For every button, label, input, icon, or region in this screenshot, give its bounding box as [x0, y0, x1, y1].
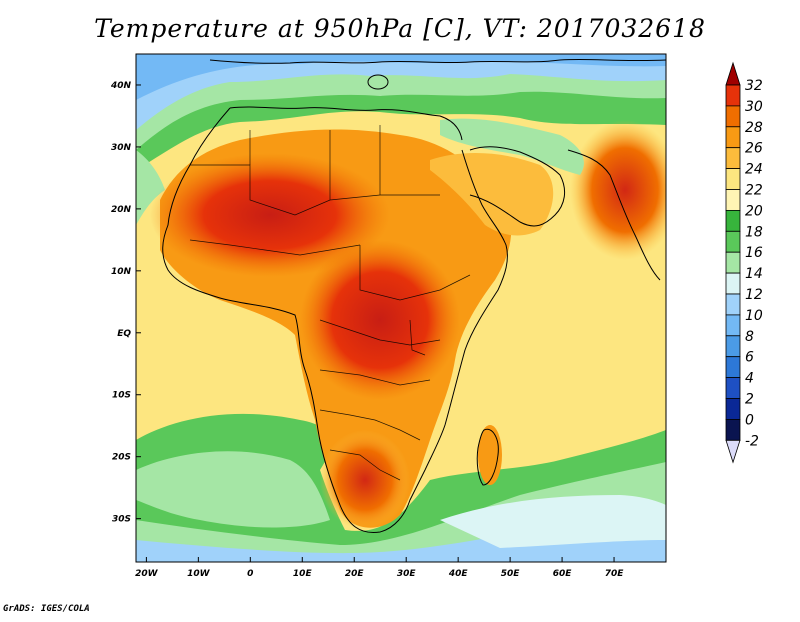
south-pale-belt [440, 495, 666, 548]
colorbar-segment [725, 293, 741, 316]
border-sahel [189, 239, 361, 256]
colorbar-label: 32 [745, 78, 763, 94]
border-angola-zambia [319, 409, 421, 441]
colorbar-label: 30 [745, 99, 763, 115]
map-title: Temperature at 950hPa [C], VT: 201703261… [94, 14, 706, 43]
north-blue-band [136, 54, 666, 130]
colorbar-segment [725, 189, 741, 211]
colorbar-segment [725, 209, 741, 232]
plot-frame [135, 53, 667, 563]
colorbar-label: 14 [745, 266, 763, 282]
x-tick-label: 50E [501, 569, 521, 579]
colorbar-label: 16 [745, 245, 763, 261]
y-tick-label: 30S [112, 515, 131, 525]
colorbar-top-arrow [725, 61, 741, 86]
colorbar-label: 12 [745, 287, 763, 303]
central-africa-hot-core [300, 240, 460, 400]
x-tick-label: 60E [553, 569, 573, 579]
north-darkblue-band [136, 54, 666, 100]
x-tick-label: 40E [448, 569, 469, 579]
colorbar-segment [725, 335, 741, 358]
y-tick-label: 40N [110, 81, 132, 91]
colorbar-label: 22 [745, 183, 763, 199]
colorbar-label: 26 [745, 141, 763, 157]
madagascar-coastline [476, 428, 499, 486]
y-tick-label: 10S [112, 391, 131, 401]
middle-east-cool [440, 118, 584, 175]
south-blue-belt [136, 515, 666, 562]
colorbar-label: 10 [745, 308, 763, 324]
colorbar-segment [725, 377, 741, 399]
colorbar-bottom-arrow [725, 439, 741, 464]
colorbar-label: 28 [745, 120, 763, 136]
x-tick-label: 20W [135, 569, 159, 579]
southern-africa-hot-core [320, 430, 410, 530]
colorbar-segment [725, 418, 741, 441]
colorbar-segment [725, 314, 741, 337]
y-tick-label: 30N [111, 143, 132, 153]
colorbar-label: 6 [745, 350, 754, 366]
colorbar-label: 0 [745, 412, 754, 428]
colorbar-label: 18 [745, 224, 763, 240]
colorbar-segment [725, 147, 741, 169]
country-borders [189, 125, 471, 481]
africa-coastline [162, 107, 508, 534]
x-tick-label: 70E [605, 569, 625, 579]
arabia-coastline [469, 146, 566, 227]
colorbar-segment [725, 356, 741, 379]
colorbar-label: 2 [745, 392, 754, 408]
border-namibia-botswana [329, 449, 401, 481]
grads-credit: GrADS: IGES/COLA [3, 604, 90, 614]
colorbar-segment [725, 105, 741, 128]
border-great-lakes [409, 319, 426, 356]
colorbar-segment [725, 398, 741, 420]
x-axis-ticks: 20W 10W 0 10E 20E 30E 40E 50E 60E 70E [135, 557, 624, 579]
colorbar-segment [725, 230, 741, 253]
y-tick-label: EQ [117, 329, 131, 339]
europe-coast [209, 58, 666, 64]
x-tick-label: 30E [397, 569, 417, 579]
colorbar-label: -2 [745, 433, 759, 449]
india-coastline [567, 149, 661, 281]
aegean-islands [367, 74, 389, 90]
y-tick-label: 20S [112, 453, 131, 463]
coastlines [162, 58, 666, 534]
border-equatorial [319, 319, 441, 346]
x-tick-label: 10E [293, 569, 313, 579]
colorbar-label: 4 [745, 371, 754, 387]
colorbar-label: 8 [745, 329, 754, 345]
colorbar-segment [725, 126, 741, 149]
x-tick-label: 10W [187, 569, 211, 579]
border-central [359, 245, 471, 301]
x-tick-label: 20E [345, 569, 365, 579]
y-tick-label: 20N [111, 205, 132, 215]
y-axis-ticks: 40N 30N 20N 10N EQ 10S 20S 30S [110, 81, 141, 525]
temperature-field [136, 54, 666, 562]
x-tick-label: 0 [247, 569, 253, 579]
colorbar-segment [725, 84, 741, 107]
y-tick-label: 10N [111, 267, 132, 277]
colorbar-segment [725, 168, 741, 190]
colorbar-segment [725, 251, 741, 274]
border-congo-south [319, 369, 431, 386]
india-hot-core [570, 120, 666, 260]
arabia-warm [430, 153, 554, 236]
colorbar-label: 20 [745, 203, 763, 219]
north-africa-coast [229, 106, 463, 141]
madagascar-warm [478, 425, 502, 485]
south-lightgreen-zone [136, 451, 330, 528]
atlantic-cool-strip [136, 150, 165, 225]
colorbar-label: 24 [745, 162, 763, 178]
colorbar-segment [725, 272, 741, 295]
